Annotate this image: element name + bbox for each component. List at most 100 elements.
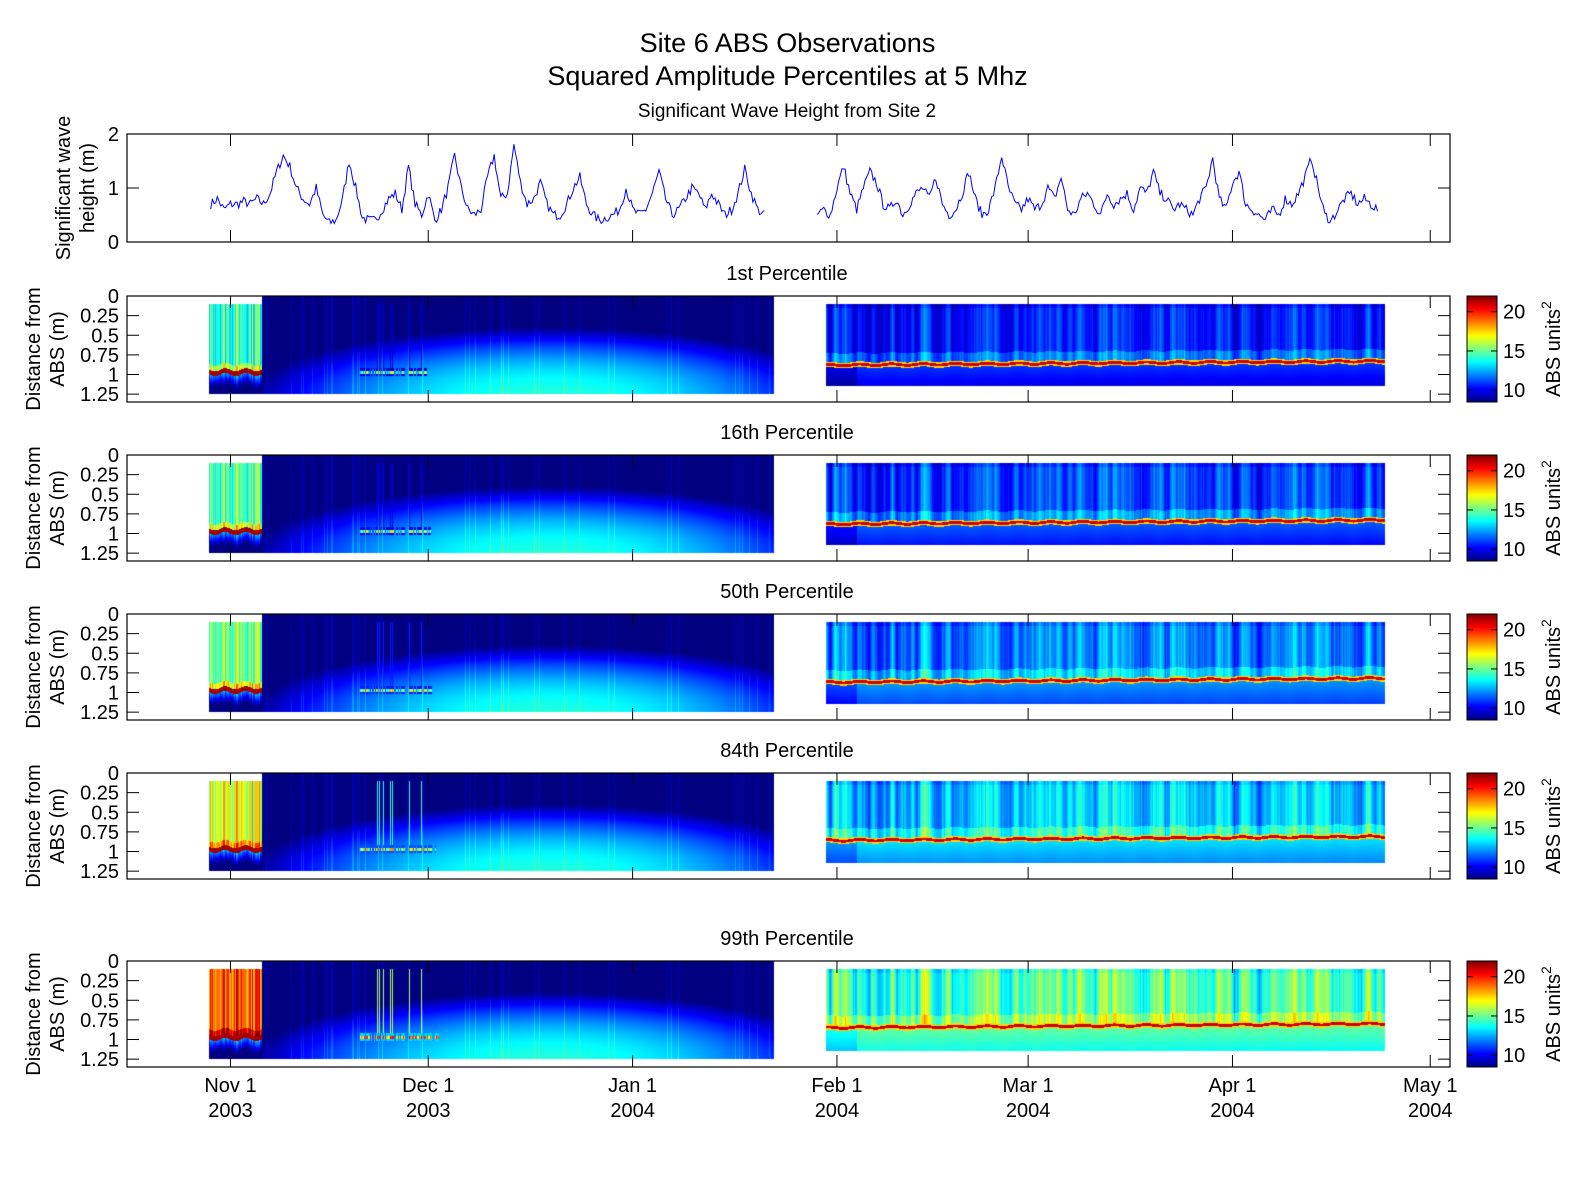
y-tick-label: 0 — [108, 604, 119, 626]
y-tick-label: 0.75 — [80, 663, 119, 685]
colorbar-label-superscript: 2 — [1538, 619, 1554, 627]
y-tick-label: 0.5 — [91, 325, 119, 347]
wave-height-line-segment2 — [816, 157, 1378, 224]
colorbar-frame — [1466, 454, 1498, 562]
colorbar-label-text: ABS units — [1543, 974, 1565, 1062]
colorbar-tick-label: 15 — [1503, 1006, 1525, 1028]
y-tick-label: 0.5 — [91, 643, 119, 665]
y-tick-label: 0.25 — [80, 306, 119, 328]
heatmap-image — [127, 455, 1450, 561]
y-tick-label: 0.5 — [91, 484, 119, 506]
colorbar-label-superscript: 2 — [1538, 301, 1554, 309]
y-tick-label: 0 — [108, 286, 119, 308]
wave-ylabel-line2: height (m) — [77, 143, 99, 233]
colorbar-frame — [1466, 960, 1498, 1068]
panel-title: 16th Percentile — [720, 422, 853, 444]
panel-ylabel-line1: Distance from — [23, 952, 45, 1075]
heatmap-axes — [126, 613, 1451, 721]
y-tick-label: 0.25 — [80, 465, 119, 487]
y-tick-label: 0.5 — [91, 990, 119, 1012]
panel-ylabel-line2: ABS (m) — [47, 311, 69, 387]
panel-title: 50th Percentile — [720, 581, 853, 603]
colorbar-gradient — [1467, 961, 1497, 1067]
panel-ylabel-line1: Distance from — [23, 764, 45, 887]
colorbar-tick-label: 10 — [1503, 539, 1525, 561]
x-tick-label-month: Apr 1 — [1209, 1075, 1257, 1097]
y-tick-label: 0 — [108, 232, 119, 254]
x-tick-label-year: 2004 — [1210, 1100, 1255, 1122]
panel-title: 84th Percentile — [720, 740, 853, 762]
colorbar-tick-label: 10 — [1503, 1045, 1525, 1067]
wave-height-title: Significant Wave Height from Site 2 — [638, 101, 936, 122]
y-tick-label: 1 — [108, 683, 119, 705]
colorbar-tick-label: 20 — [1503, 779, 1525, 801]
y-tick-label: 0.75 — [80, 822, 119, 844]
x-tick-label-year: 2004 — [610, 1100, 655, 1122]
panel-ylabel-line1: Distance from — [23, 605, 45, 728]
colorbar-tick-label: 20 — [1503, 620, 1525, 642]
y-tick-label: 1.25 — [80, 1049, 119, 1071]
y-tick-label: 1.25 — [80, 543, 119, 565]
colorbar-label-superscript: 2 — [1538, 460, 1554, 468]
colorbar-tick-label: 15 — [1503, 818, 1525, 840]
y-tick-label: 0 — [108, 763, 119, 785]
heatmap-axes — [126, 454, 1451, 562]
x-tick-label-month: Mar 1 — [1003, 1075, 1054, 1097]
x-tick-label-year: 2004 — [1408, 1100, 1453, 1122]
y-tick-label: 1 — [108, 842, 119, 864]
colorbar-frame — [1466, 613, 1498, 721]
y-tick-label: 1 — [108, 1030, 119, 1052]
colorbar-label: ABS units2 — [1538, 778, 1565, 874]
x-tick-label-year: 2003 — [406, 1100, 451, 1122]
panel-title: 99th Percentile — [720, 928, 853, 950]
colorbar-tick-label: 10 — [1503, 380, 1525, 402]
x-tick-label-month: Nov 1 — [204, 1075, 256, 1097]
y-tick-label: 1 — [108, 178, 119, 200]
colorbar-label-superscript: 2 — [1538, 966, 1554, 974]
colorbar-label-text: ABS units — [1543, 309, 1565, 397]
wave-height-line-segment1 — [210, 144, 765, 225]
y-tick-label: 1 — [108, 365, 119, 387]
colorbar-gradient — [1467, 455, 1497, 561]
colorbar-gradient — [1467, 296, 1497, 402]
colorbar-frame — [1466, 295, 1498, 403]
wave-ylabel-line1: Significant wave — [53, 116, 75, 261]
heatmap-axes — [126, 772, 1451, 880]
heatmap-axes — [126, 960, 1451, 1068]
y-tick-label: 0.25 — [80, 971, 119, 993]
wave-height-axes — [126, 133, 1451, 243]
x-tick-label-month: May 1 — [1403, 1075, 1457, 1097]
y-tick-label: 0.75 — [80, 345, 119, 367]
panel-ylabel-line2: ABS (m) — [47, 976, 69, 1052]
heatmap-axes — [126, 295, 1451, 403]
x-tick-label-year: 2004 — [815, 1100, 860, 1122]
heatmap-image — [127, 961, 1450, 1067]
panel-ylabel-line2: ABS (m) — [47, 788, 69, 864]
y-tick-label: 0 — [108, 951, 119, 973]
colorbar-tick-label: 20 — [1503, 461, 1525, 483]
panel-ylabel-line2: ABS (m) — [47, 470, 69, 546]
y-tick-label: 1.25 — [80, 861, 119, 883]
colorbar-tick-label: 10 — [1503, 698, 1525, 720]
colorbar-label: ABS units2 — [1538, 966, 1565, 1062]
colorbar-tick-label: 15 — [1503, 500, 1525, 522]
panel-ylabel-line1: Distance from — [23, 446, 45, 569]
figure-subtitle: Squared Amplitude Percentiles at 5 Mhz — [547, 61, 1028, 91]
heatmap-image — [127, 296, 1450, 402]
colorbar-tick-label: 15 — [1503, 341, 1525, 363]
y-tick-label: 2 — [108, 124, 119, 146]
panel-title: 1st Percentile — [726, 263, 847, 285]
colorbar-gradient — [1467, 614, 1497, 720]
colorbar-gradient — [1467, 773, 1497, 879]
x-tick-label-month: Feb 1 — [811, 1075, 862, 1097]
colorbar-tick-label: 15 — [1503, 659, 1525, 681]
y-tick-label: 1 — [108, 524, 119, 546]
colorbar-label: ABS units2 — [1538, 460, 1565, 556]
heatmap-image — [127, 773, 1450, 879]
colorbar-label-superscript: 2 — [1538, 778, 1554, 786]
y-tick-label: 0.25 — [80, 624, 119, 646]
x-tick-label-month: Dec 1 — [402, 1075, 454, 1097]
colorbar-tick-label: 10 — [1503, 857, 1525, 879]
